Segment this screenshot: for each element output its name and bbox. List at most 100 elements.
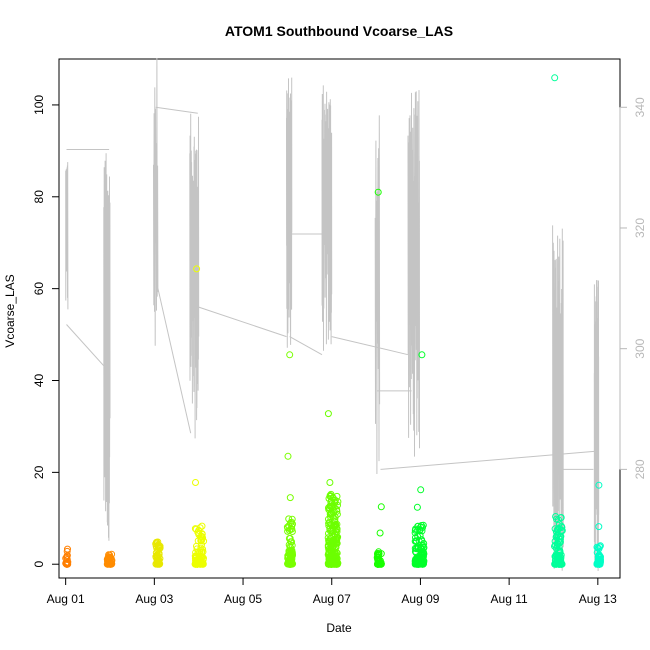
data-point (556, 553, 564, 561)
data-point (374, 188, 382, 196)
data-point (594, 544, 602, 552)
data-point (331, 498, 339, 506)
data-point (198, 553, 206, 561)
data-point (417, 486, 425, 494)
data-point (332, 553, 340, 560)
data-point (192, 525, 200, 533)
data-point (198, 530, 206, 538)
data-point (62, 559, 70, 567)
trace-segment-4 (153, 58, 159, 346)
data-point (413, 558, 421, 566)
data-point (153, 551, 161, 559)
data-point (283, 523, 291, 531)
x-axis-label: Date (326, 621, 352, 635)
cluster-7 (411, 351, 428, 568)
trace-segment-18 (552, 225, 564, 571)
trace-segment-20 (593, 280, 600, 572)
data-point (419, 521, 427, 529)
data-point (596, 542, 604, 550)
trace-segment-16 (407, 90, 420, 457)
trace-segment-11 (289, 336, 323, 356)
data-point (286, 351, 294, 359)
data-point (328, 560, 335, 568)
data-point (324, 542, 332, 549)
data-point (333, 557, 341, 565)
data-point (106, 551, 114, 559)
data-point (288, 525, 296, 533)
y2-tick-label: 280 (633, 459, 647, 479)
x-tick-label: Aug 03 (135, 592, 173, 606)
data-point (329, 494, 337, 502)
data-point (414, 543, 422, 551)
data-point (288, 552, 296, 560)
y-tick-label: 0 (32, 561, 46, 568)
data-point (331, 548, 339, 556)
data-point (373, 554, 381, 561)
y-axis-label: Vcoarse_LAS (3, 274, 17, 347)
cluster-2 (152, 538, 164, 568)
data-point (593, 543, 601, 551)
trace-segment-9 (286, 77, 293, 348)
y2-tick-label: 320 (633, 218, 647, 238)
data-point (285, 560, 293, 568)
data-point (197, 560, 205, 568)
data-point (200, 537, 208, 545)
trace-segment-13 (331, 336, 409, 356)
y2-tick-label: 300 (633, 338, 647, 358)
cluster-5 (324, 410, 342, 568)
cluster-3 (191, 265, 208, 568)
secondary-y-axis: 280 300 320 340 (619, 97, 647, 479)
x-tick-label: Aug 13 (579, 592, 617, 606)
data-point (376, 529, 384, 537)
data-point (595, 523, 603, 531)
data-point (286, 534, 294, 542)
data-point (194, 559, 202, 567)
data-point (596, 560, 604, 568)
data-point (288, 548, 296, 556)
y-tick-label: 80 (32, 190, 46, 204)
data-point (324, 410, 332, 418)
trace-segment-12 (321, 85, 333, 351)
data-point (198, 548, 206, 556)
data-points (62, 74, 604, 568)
data-point (554, 560, 562, 568)
data-point (412, 525, 419, 533)
y-tick-label: 40 (32, 374, 46, 388)
data-point (325, 538, 333, 546)
trace-segment-14 (374, 115, 381, 475)
data-point (551, 552, 559, 560)
cluster-9 (593, 481, 604, 568)
data-point (156, 544, 164, 552)
data-point (62, 554, 70, 562)
data-point (286, 494, 294, 502)
data-point (374, 560, 381, 568)
y-tick-label: 60 (32, 282, 46, 296)
trace-segment-0 (65, 162, 69, 310)
cluster-1 (103, 550, 116, 568)
data-point (327, 549, 335, 556)
x-tick-label: Aug 05 (224, 592, 262, 606)
data-point (557, 526, 565, 534)
data-point (332, 535, 340, 543)
data-point (375, 550, 383, 558)
data-point (412, 534, 419, 542)
data-point (333, 526, 341, 534)
data-point (418, 536, 425, 544)
data-point (595, 481, 603, 489)
x-tick-label: Aug 01 (47, 592, 85, 606)
data-point (418, 351, 426, 359)
data-point (153, 554, 161, 562)
plot-area (58, 58, 621, 579)
data-point (330, 509, 338, 517)
data-point (552, 513, 560, 520)
data-point (327, 502, 335, 510)
data-point (326, 479, 334, 486)
data-point (413, 503, 421, 511)
data-point (551, 560, 559, 567)
data-point (198, 522, 206, 530)
y-axis: 0 20 40 60 80 100 (32, 95, 60, 568)
data-point (153, 538, 161, 546)
x-axis: Aug 01 Aug 03 Aug 05 Aug 07 Aug 09 Aug 11 Aug … (47, 577, 617, 606)
data-point (326, 510, 334, 518)
